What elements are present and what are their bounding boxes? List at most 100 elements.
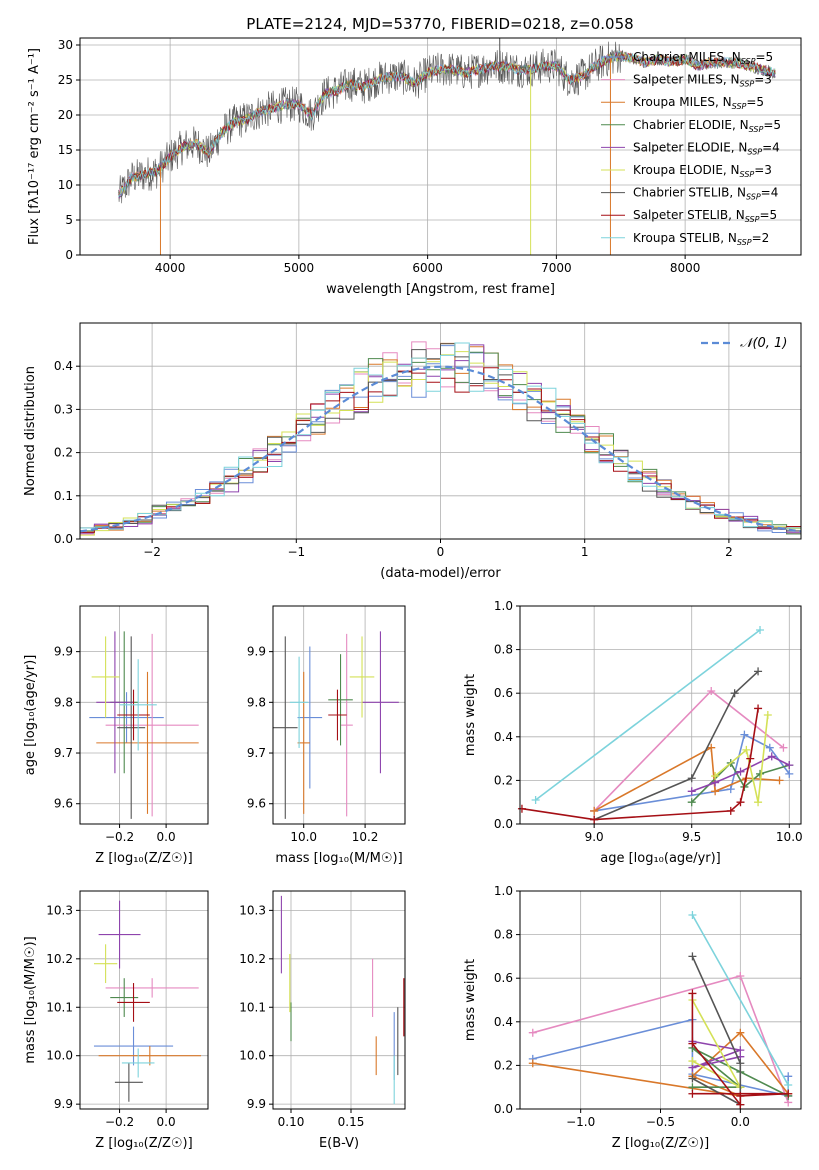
legend-label: Chabrier ELODIE, NSSP=5 — [633, 118, 781, 134]
plus-marker — [785, 761, 794, 770]
y-tick-label: 10 — [58, 178, 73, 192]
data-point — [98, 900, 141, 969]
plus-marker — [736, 972, 745, 981]
plus-marker — [740, 730, 749, 739]
y-axis-label: Normed distribution — [23, 366, 38, 496]
plus-marker — [687, 774, 696, 783]
axes-frame — [272, 605, 406, 825]
y-tick-label: 0.0 — [494, 817, 513, 831]
x-axis-label: mass [log₁₀(M/M☉)] — [275, 851, 402, 866]
y-axis-label: mass weight — [463, 674, 478, 756]
series-line — [691, 914, 789, 1086]
plus-marker — [736, 1100, 745, 1109]
plus-marker — [688, 1089, 697, 1098]
legend-label: Kroupa STELIB, NSSP=2 — [633, 231, 769, 247]
plus-marker — [736, 798, 745, 807]
x-tick-label: −1.0 — [566, 1115, 595, 1129]
plus-marker — [688, 989, 697, 998]
plus-marker — [707, 743, 716, 752]
data-point — [105, 978, 199, 998]
x-tick-label: 10.2 — [352, 830, 379, 844]
plus-marker — [765, 743, 774, 752]
y-axis-label: Flux [fλ10⁻¹⁷ erg cm⁻² s⁻¹ A⁻¹] — [27, 48, 42, 245]
x-tick-label: 0.0 — [731, 1115, 750, 1129]
y-tick-label: 9.9 — [247, 1097, 266, 1111]
data-point — [93, 1026, 174, 1066]
data-point — [117, 689, 150, 741]
plus-marker — [528, 1028, 537, 1037]
plot-area — [273, 631, 399, 819]
plus-marker — [726, 806, 735, 815]
y-tick-label: 0.4 — [494, 1015, 513, 1029]
x-tick-label: 1 — [581, 545, 589, 559]
y-tick-label: 9.8 — [247, 695, 266, 709]
figure-title: PLATE=2124, MJD=53770, FIBERID=0218, z=0… — [246, 15, 633, 33]
panel-mass_vs_ebv: 0.10 0.15 9.9 10.0 10.1 10.2 10.3 E(B-V) — [239, 890, 406, 1151]
data-point — [96, 671, 199, 814]
plus-marker — [775, 776, 784, 785]
plus-marker — [736, 1028, 745, 1037]
x-tick-label: 10.0 — [776, 830, 803, 844]
y-tick-label: 30 — [58, 38, 73, 52]
plus-marker — [730, 689, 739, 698]
plus-marker — [688, 1057, 697, 1066]
plus-marker — [784, 1089, 793, 1098]
x-tick-label: −0.2 — [105, 830, 134, 844]
panel-age_vs_mass: 10.0 10.2 9.6 9.7 9.8 9.9 mass [log₁₀(M/M☉)] — [247, 605, 406, 866]
data-point — [362, 631, 399, 774]
x-tick-label: 0.0 — [157, 830, 176, 844]
plot-area — [118, 38, 776, 255]
y-tick-label: 0.0 — [494, 1102, 513, 1116]
plot-area — [93, 900, 202, 1102]
y-tick-label: 9.8 — [54, 695, 73, 709]
axes-frame — [79, 605, 209, 825]
y-tick-label: 0.8 — [494, 928, 513, 942]
plus-marker — [707, 687, 716, 696]
x-tick-label: −1 — [287, 545, 305, 559]
y-tick-label: 10.1 — [239, 1000, 266, 1014]
y-tick-label: 10.0 — [239, 1049, 266, 1063]
y-tick-label: 1.0 — [494, 884, 513, 898]
histogram-step — [80, 342, 801, 530]
panel-age_vs_Z: −0.2 0.0 9.6 9.7 9.8 9.9 Z [log₁₀(Z/Z☉)] age [l… — [23, 605, 209, 866]
data-point — [117, 636, 146, 819]
plus-marker — [688, 952, 697, 961]
y-tick-label: 10.1 — [46, 1000, 73, 1014]
series-line — [691, 956, 742, 1106]
plus-marker — [590, 806, 599, 815]
plot-area — [517, 625, 794, 824]
y-tick-label: 0.3 — [54, 402, 73, 416]
y-tick-label: 0 — [65, 248, 73, 262]
data-point — [114, 1062, 143, 1102]
x-tick-label: 7000 — [541, 261, 572, 275]
y-tick-label: 10.0 — [46, 1049, 73, 1063]
data-point — [89, 692, 164, 743]
axes-frame — [79, 890, 209, 1110]
x-tick-label: 8000 — [670, 261, 701, 275]
x-tick-label: −0.2 — [105, 1115, 134, 1129]
plus-marker — [754, 667, 763, 676]
x-axis-label: Z [log₁₀(Z/Z☉)] — [95, 1136, 192, 1151]
y-tick-label: 0.2 — [494, 1058, 513, 1072]
plus-marker — [711, 787, 720, 796]
legend-label: Kroupa ELODIE, NSSP=3 — [633, 163, 772, 179]
plus-marker — [688, 910, 697, 919]
plus-marker — [736, 1059, 745, 1068]
legend-label: Salpeter ELODIE, NSSP=4 — [633, 140, 780, 156]
panel-spectrum: 4000 5000 6000 7000 8000 0 5 10 15 20 25 30 waveleng… — [27, 37, 802, 297]
plot-area — [528, 910, 793, 1109]
x-axis-label: (data-model)/error — [380, 566, 501, 581]
x-tick-label: 10.0 — [290, 830, 317, 844]
y-tick-label: 0.0 — [54, 532, 73, 546]
plus-marker — [767, 752, 776, 761]
plot-area — [79, 341, 802, 536]
series-line — [691, 993, 789, 1107]
plus-marker — [531, 796, 540, 805]
axes-frame — [272, 890, 406, 1110]
plus-marker — [746, 754, 755, 763]
legend-label: Chabrier STELIB, NSSP=4 — [633, 186, 778, 202]
y-tick-label: 5 — [65, 213, 73, 227]
plot-area — [89, 631, 199, 819]
y-axis-label: age [log₁₀(age/yr)] — [23, 655, 38, 776]
